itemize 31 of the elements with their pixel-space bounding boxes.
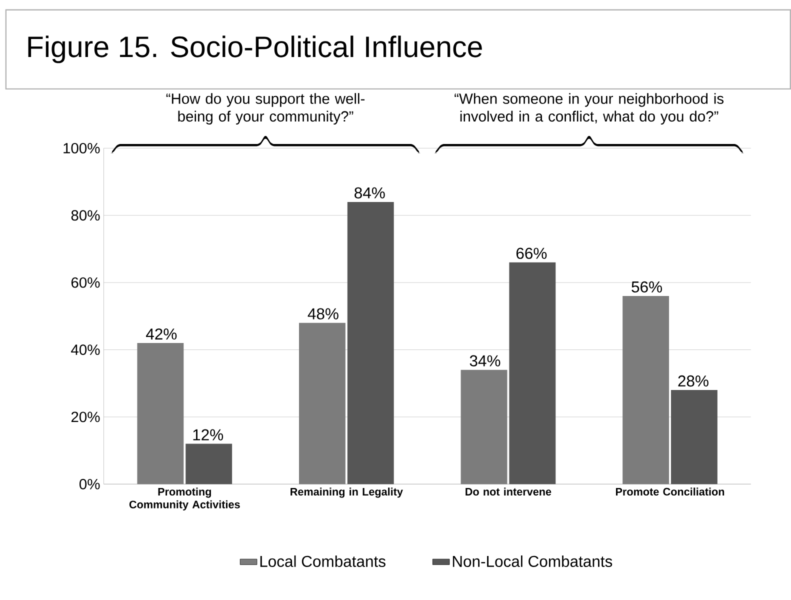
text: 56% <box>632 282 662 293</box>
text: 34% <box>470 355 500 367</box>
text: 48% <box>308 308 338 320</box>
y-tick-label: 0% <box>79 479 100 490</box>
y-tick-label: 80% <box>71 210 100 221</box>
legend-label: Local Combatants <box>260 556 386 568</box>
bar <box>670 390 718 484</box>
y-tick-label: 20% <box>71 412 100 422</box>
text: “When someone in your neighborhood is involved in a conflict, what do you do?” <box>454 93 724 125</box>
text: “How do you support the well-being of your community?” <box>166 93 365 125</box>
text: 66% <box>516 248 547 260</box>
bar <box>186 444 232 484</box>
text: 84% <box>354 187 385 199</box>
text: 12% <box>193 429 224 440</box>
bar <box>622 296 670 484</box>
y-tick-label: 40% <box>71 344 100 356</box>
bar <box>509 262 556 484</box>
bar <box>137 343 184 484</box>
legend-label: Non-Local Combatants <box>452 556 612 568</box>
bar <box>347 202 394 484</box>
x-tick-label: Do not intervene <box>466 488 552 496</box>
x-tick-label: Promoting Community Activities <box>129 488 240 511</box>
chart-title: Figure 15. Socio-Political Influence <box>28 36 482 64</box>
text: 28% <box>678 376 708 387</box>
x-tick-label: Remaining in Legality <box>290 488 403 498</box>
x-tick-label: Promote Conciliation <box>616 488 724 496</box>
bar <box>460 370 508 484</box>
text: 42% <box>146 328 177 340</box>
y-tick-label: 100% <box>64 143 100 154</box>
y-tick-label: 60% <box>71 277 100 288</box>
bar <box>299 323 346 484</box>
